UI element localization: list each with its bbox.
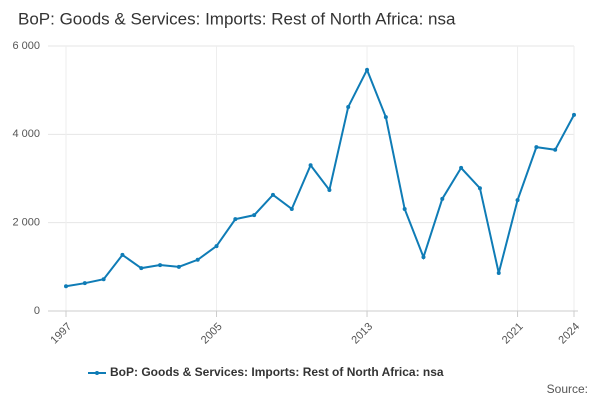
point	[383, 115, 388, 120]
x-tick-label: 2024	[556, 321, 582, 347]
y-tick-label: 4 000	[12, 128, 40, 140]
point	[553, 147, 558, 152]
point	[101, 277, 106, 282]
point	[233, 217, 238, 222]
point	[64, 284, 68, 289]
point	[139, 266, 144, 271]
point	[496, 271, 501, 276]
legend-swatch	[95, 371, 99, 375]
x-tick-label: 2021	[500, 321, 526, 347]
legend-label: BoP: Goods & Services: Imports: Rest of …	[110, 365, 444, 379]
line	[65, 67, 575, 288]
point	[327, 187, 332, 192]
point	[365, 67, 370, 72]
point	[270, 192, 275, 197]
point	[252, 213, 257, 218]
point	[176, 264, 181, 269]
point	[82, 281, 87, 286]
point	[572, 112, 576, 117]
point	[402, 206, 407, 211]
y-tick-label: 6 000	[12, 40, 40, 52]
chart-title: BoP: Goods & Services: Imports: Rest of …	[18, 9, 456, 28]
point	[289, 206, 294, 211]
point	[459, 165, 464, 170]
point	[346, 104, 351, 109]
y-tick-label: 2 000	[12, 217, 40, 229]
point	[214, 244, 219, 249]
point	[534, 145, 539, 150]
point	[421, 255, 426, 260]
source: Source:	[547, 382, 588, 396]
x-tick-label: 2005	[199, 321, 225, 347]
x-tick-label: 2013	[349, 321, 375, 347]
point	[515, 198, 520, 203]
point	[440, 196, 445, 201]
point	[120, 252, 125, 257]
point	[158, 263, 163, 268]
point	[195, 257, 200, 262]
point	[477, 186, 482, 191]
x-tick-label: 1997	[48, 321, 74, 347]
y-tick-label: 0	[34, 305, 40, 317]
point	[308, 163, 313, 168]
